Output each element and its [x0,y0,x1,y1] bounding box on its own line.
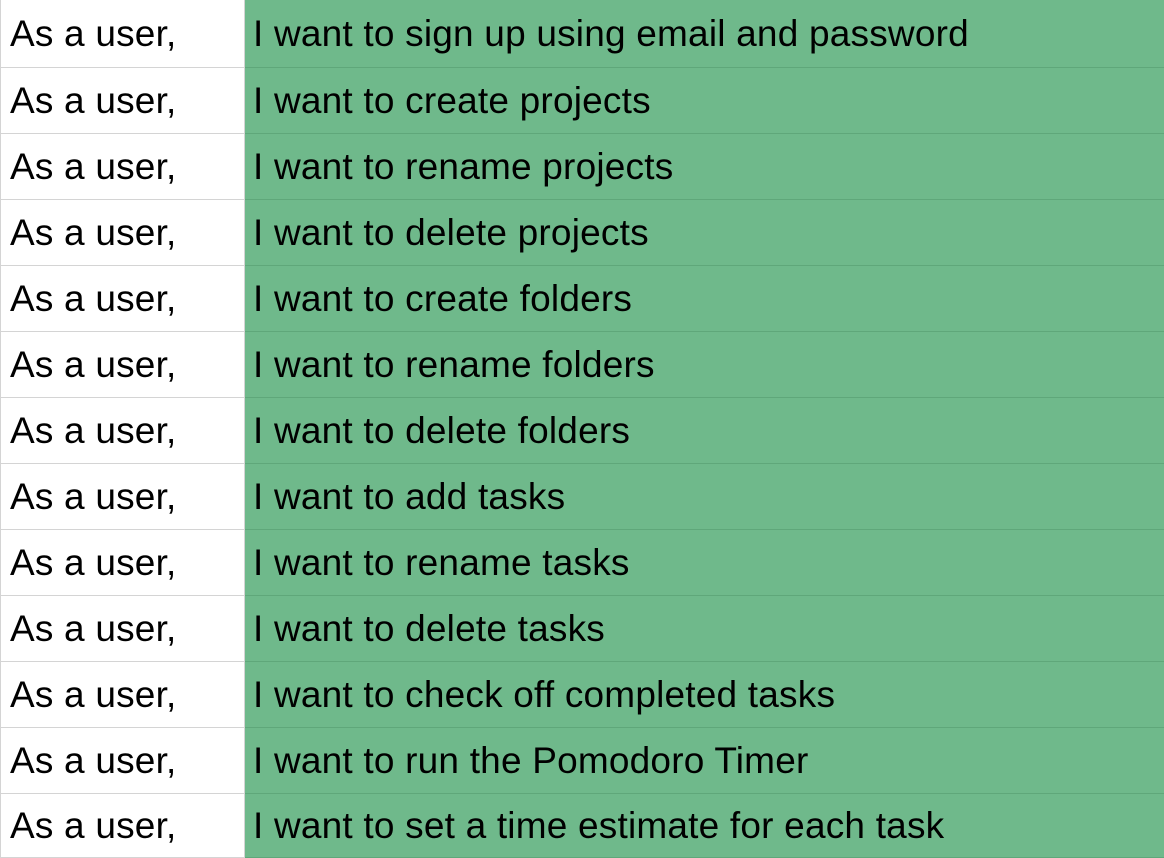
story-cell[interactable]: I want to rename folders [245,332,1164,398]
story-cell[interactable]: I want to run the Pomodoro Timer [245,728,1164,794]
table-row: As a user, I want to create projects [0,68,1164,134]
table-row: As a user, I want to rename folders [0,332,1164,398]
table-row: As a user, I want to delete folders [0,398,1164,464]
table-row: As a user, I want to run the Pomodoro Ti… [0,728,1164,794]
story-cell[interactable]: I want to rename projects [245,134,1164,200]
table-row: As a user, I want to delete tasks [0,596,1164,662]
table-row: As a user, I want to delete projects [0,200,1164,266]
role-cell[interactable]: As a user, [0,200,245,266]
story-cell[interactable]: I want to check off completed tasks [245,662,1164,728]
table-row: As a user, I want to create folders [0,266,1164,332]
table-row: As a user, I want to check off completed… [0,662,1164,728]
story-cell[interactable]: I want to delete folders [245,398,1164,464]
role-cell[interactable]: As a user, [0,530,245,596]
story-cell[interactable]: I want to delete projects [245,200,1164,266]
role-cell[interactable]: As a user, [0,464,245,530]
table-row: As a user, I want to set a time estimate… [0,794,1164,858]
story-cell[interactable]: I want to create folders [245,266,1164,332]
role-cell[interactable]: As a user, [0,134,245,200]
role-cell[interactable]: As a user, [0,596,245,662]
role-cell[interactable]: As a user, [0,0,245,68]
role-cell[interactable]: As a user, [0,332,245,398]
role-cell[interactable]: As a user, [0,794,245,858]
role-cell[interactable]: As a user, [0,68,245,134]
role-cell[interactable]: As a user, [0,398,245,464]
table-row: As a user, I want to add tasks [0,464,1164,530]
story-cell[interactable]: I want to add tasks [245,464,1164,530]
story-cell[interactable]: I want to create projects [245,68,1164,134]
story-cell[interactable]: I want to set a time estimate for each t… [245,794,1164,858]
role-cell[interactable]: As a user, [0,728,245,794]
table-row: As a user, I want to rename tasks [0,530,1164,596]
role-cell[interactable]: As a user, [0,266,245,332]
table-row: As a user, I want to sign up using email… [0,0,1164,68]
role-cell[interactable]: As a user, [0,662,245,728]
story-cell[interactable]: I want to delete tasks [245,596,1164,662]
story-cell[interactable]: I want to sign up using email and passwo… [245,0,1164,68]
story-cell[interactable]: I want to rename tasks [245,530,1164,596]
table-row: As a user, I want to rename projects [0,134,1164,200]
